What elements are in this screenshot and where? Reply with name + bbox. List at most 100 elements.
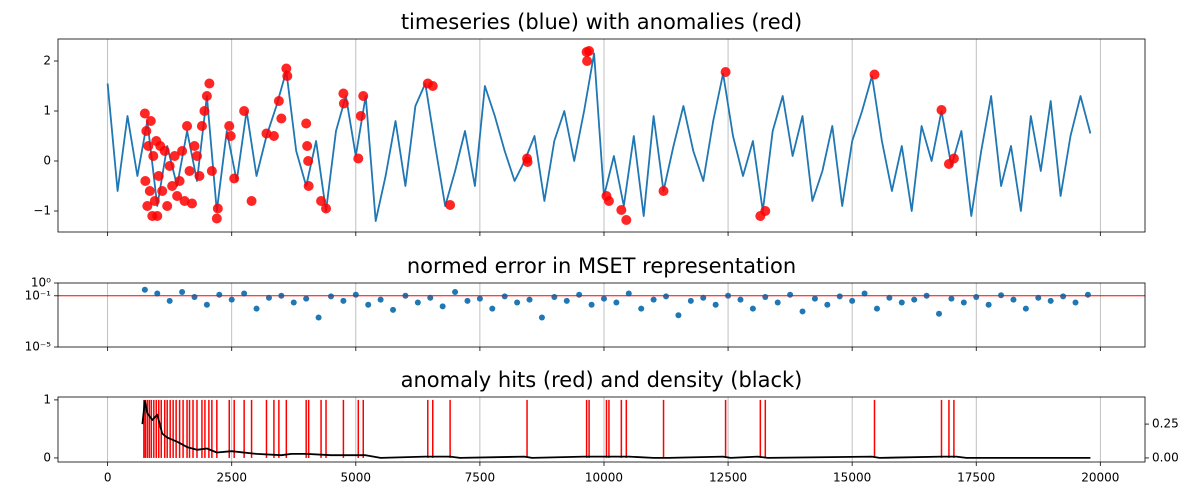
point bbox=[139, 108, 150, 119]
point bbox=[246, 196, 257, 206]
point bbox=[603, 196, 614, 206]
point bbox=[182, 121, 193, 131]
point bbox=[1072, 299, 1079, 306]
point bbox=[148, 151, 159, 161]
point bbox=[143, 141, 154, 151]
point bbox=[1047, 297, 1054, 304]
point bbox=[141, 126, 152, 136]
point bbox=[526, 296, 533, 303]
point bbox=[898, 299, 905, 306]
point bbox=[811, 295, 818, 302]
point bbox=[144, 186, 155, 196]
point bbox=[167, 181, 178, 191]
point bbox=[268, 131, 279, 141]
point bbox=[303, 295, 310, 302]
axes-frame bbox=[57, 282, 1146, 348]
point bbox=[911, 296, 918, 303]
point bbox=[439, 303, 446, 310]
point bbox=[353, 153, 364, 164]
point bbox=[174, 176, 185, 186]
point bbox=[142, 201, 153, 211]
point bbox=[303, 156, 314, 166]
point bbox=[358, 91, 369, 101]
point bbox=[355, 111, 366, 121]
point bbox=[276, 113, 287, 124]
point bbox=[787, 291, 794, 298]
point bbox=[253, 305, 260, 312]
y-tick-label: 0 bbox=[43, 450, 51, 464]
point bbox=[675, 312, 682, 319]
point bbox=[228, 296, 235, 303]
point bbox=[184, 166, 195, 176]
point bbox=[191, 151, 202, 161]
point bbox=[140, 176, 151, 186]
point bbox=[849, 297, 856, 304]
point bbox=[687, 297, 694, 304]
y-tick-label: 1 bbox=[43, 392, 51, 406]
point bbox=[985, 301, 992, 308]
y2-tick-label: 0.00 bbox=[1152, 450, 1179, 464]
point bbox=[166, 297, 173, 304]
point bbox=[799, 308, 806, 315]
point bbox=[196, 121, 207, 131]
point bbox=[224, 121, 235, 131]
point bbox=[538, 314, 545, 321]
x-tick-label: 20000 bbox=[1081, 471, 1119, 485]
panel-title: timeseries (blue) with anomalies (red) bbox=[401, 10, 802, 34]
point bbox=[352, 291, 359, 298]
point bbox=[973, 294, 980, 301]
point bbox=[445, 200, 456, 210]
point bbox=[377, 296, 384, 303]
y-tick-label: 0 bbox=[43, 154, 51, 168]
point bbox=[201, 91, 212, 101]
point bbox=[316, 196, 327, 206]
point bbox=[206, 166, 217, 176]
point bbox=[194, 171, 205, 181]
point bbox=[960, 299, 967, 306]
point bbox=[303, 181, 314, 191]
point bbox=[712, 301, 719, 308]
point bbox=[204, 78, 215, 89]
point bbox=[720, 67, 731, 77]
x-tick-label: 10000 bbox=[585, 471, 623, 485]
point bbox=[211, 213, 222, 224]
point bbox=[1084, 291, 1091, 298]
point bbox=[172, 191, 183, 201]
point bbox=[621, 215, 632, 225]
point bbox=[1022, 305, 1029, 312]
point bbox=[149, 196, 160, 206]
point bbox=[229, 173, 240, 184]
point bbox=[650, 296, 657, 303]
x-tick-label: 5000 bbox=[341, 471, 372, 485]
point bbox=[282, 71, 293, 81]
point bbox=[760, 206, 771, 216]
point bbox=[239, 106, 250, 116]
point bbox=[153, 171, 164, 181]
point bbox=[301, 118, 312, 129]
point bbox=[464, 297, 471, 304]
point bbox=[365, 301, 372, 308]
y-tick-label: −1 bbox=[33, 204, 51, 218]
y2-tick-label: 0.25 bbox=[1152, 417, 1179, 431]
axes-frame bbox=[57, 396, 1146, 463]
point bbox=[141, 286, 148, 293]
point bbox=[212, 203, 223, 214]
point bbox=[427, 81, 438, 91]
series-line bbox=[106, 52, 1092, 222]
point bbox=[563, 297, 570, 304]
point bbox=[225, 131, 236, 141]
point bbox=[873, 305, 880, 312]
y-tick-label: 10⁻⁵ bbox=[25, 340, 52, 354]
x-tick-label: 2500 bbox=[216, 471, 247, 485]
point bbox=[189, 141, 200, 151]
point bbox=[154, 290, 161, 297]
series-line bbox=[141, 400, 1091, 459]
point bbox=[582, 56, 593, 66]
point bbox=[338, 98, 349, 109]
point bbox=[159, 146, 170, 156]
point bbox=[948, 295, 955, 302]
x-tick-label: 12500 bbox=[709, 471, 747, 485]
panel-title: normed error in MSET representation bbox=[407, 254, 796, 278]
x-tick-label: 17500 bbox=[957, 471, 995, 485]
